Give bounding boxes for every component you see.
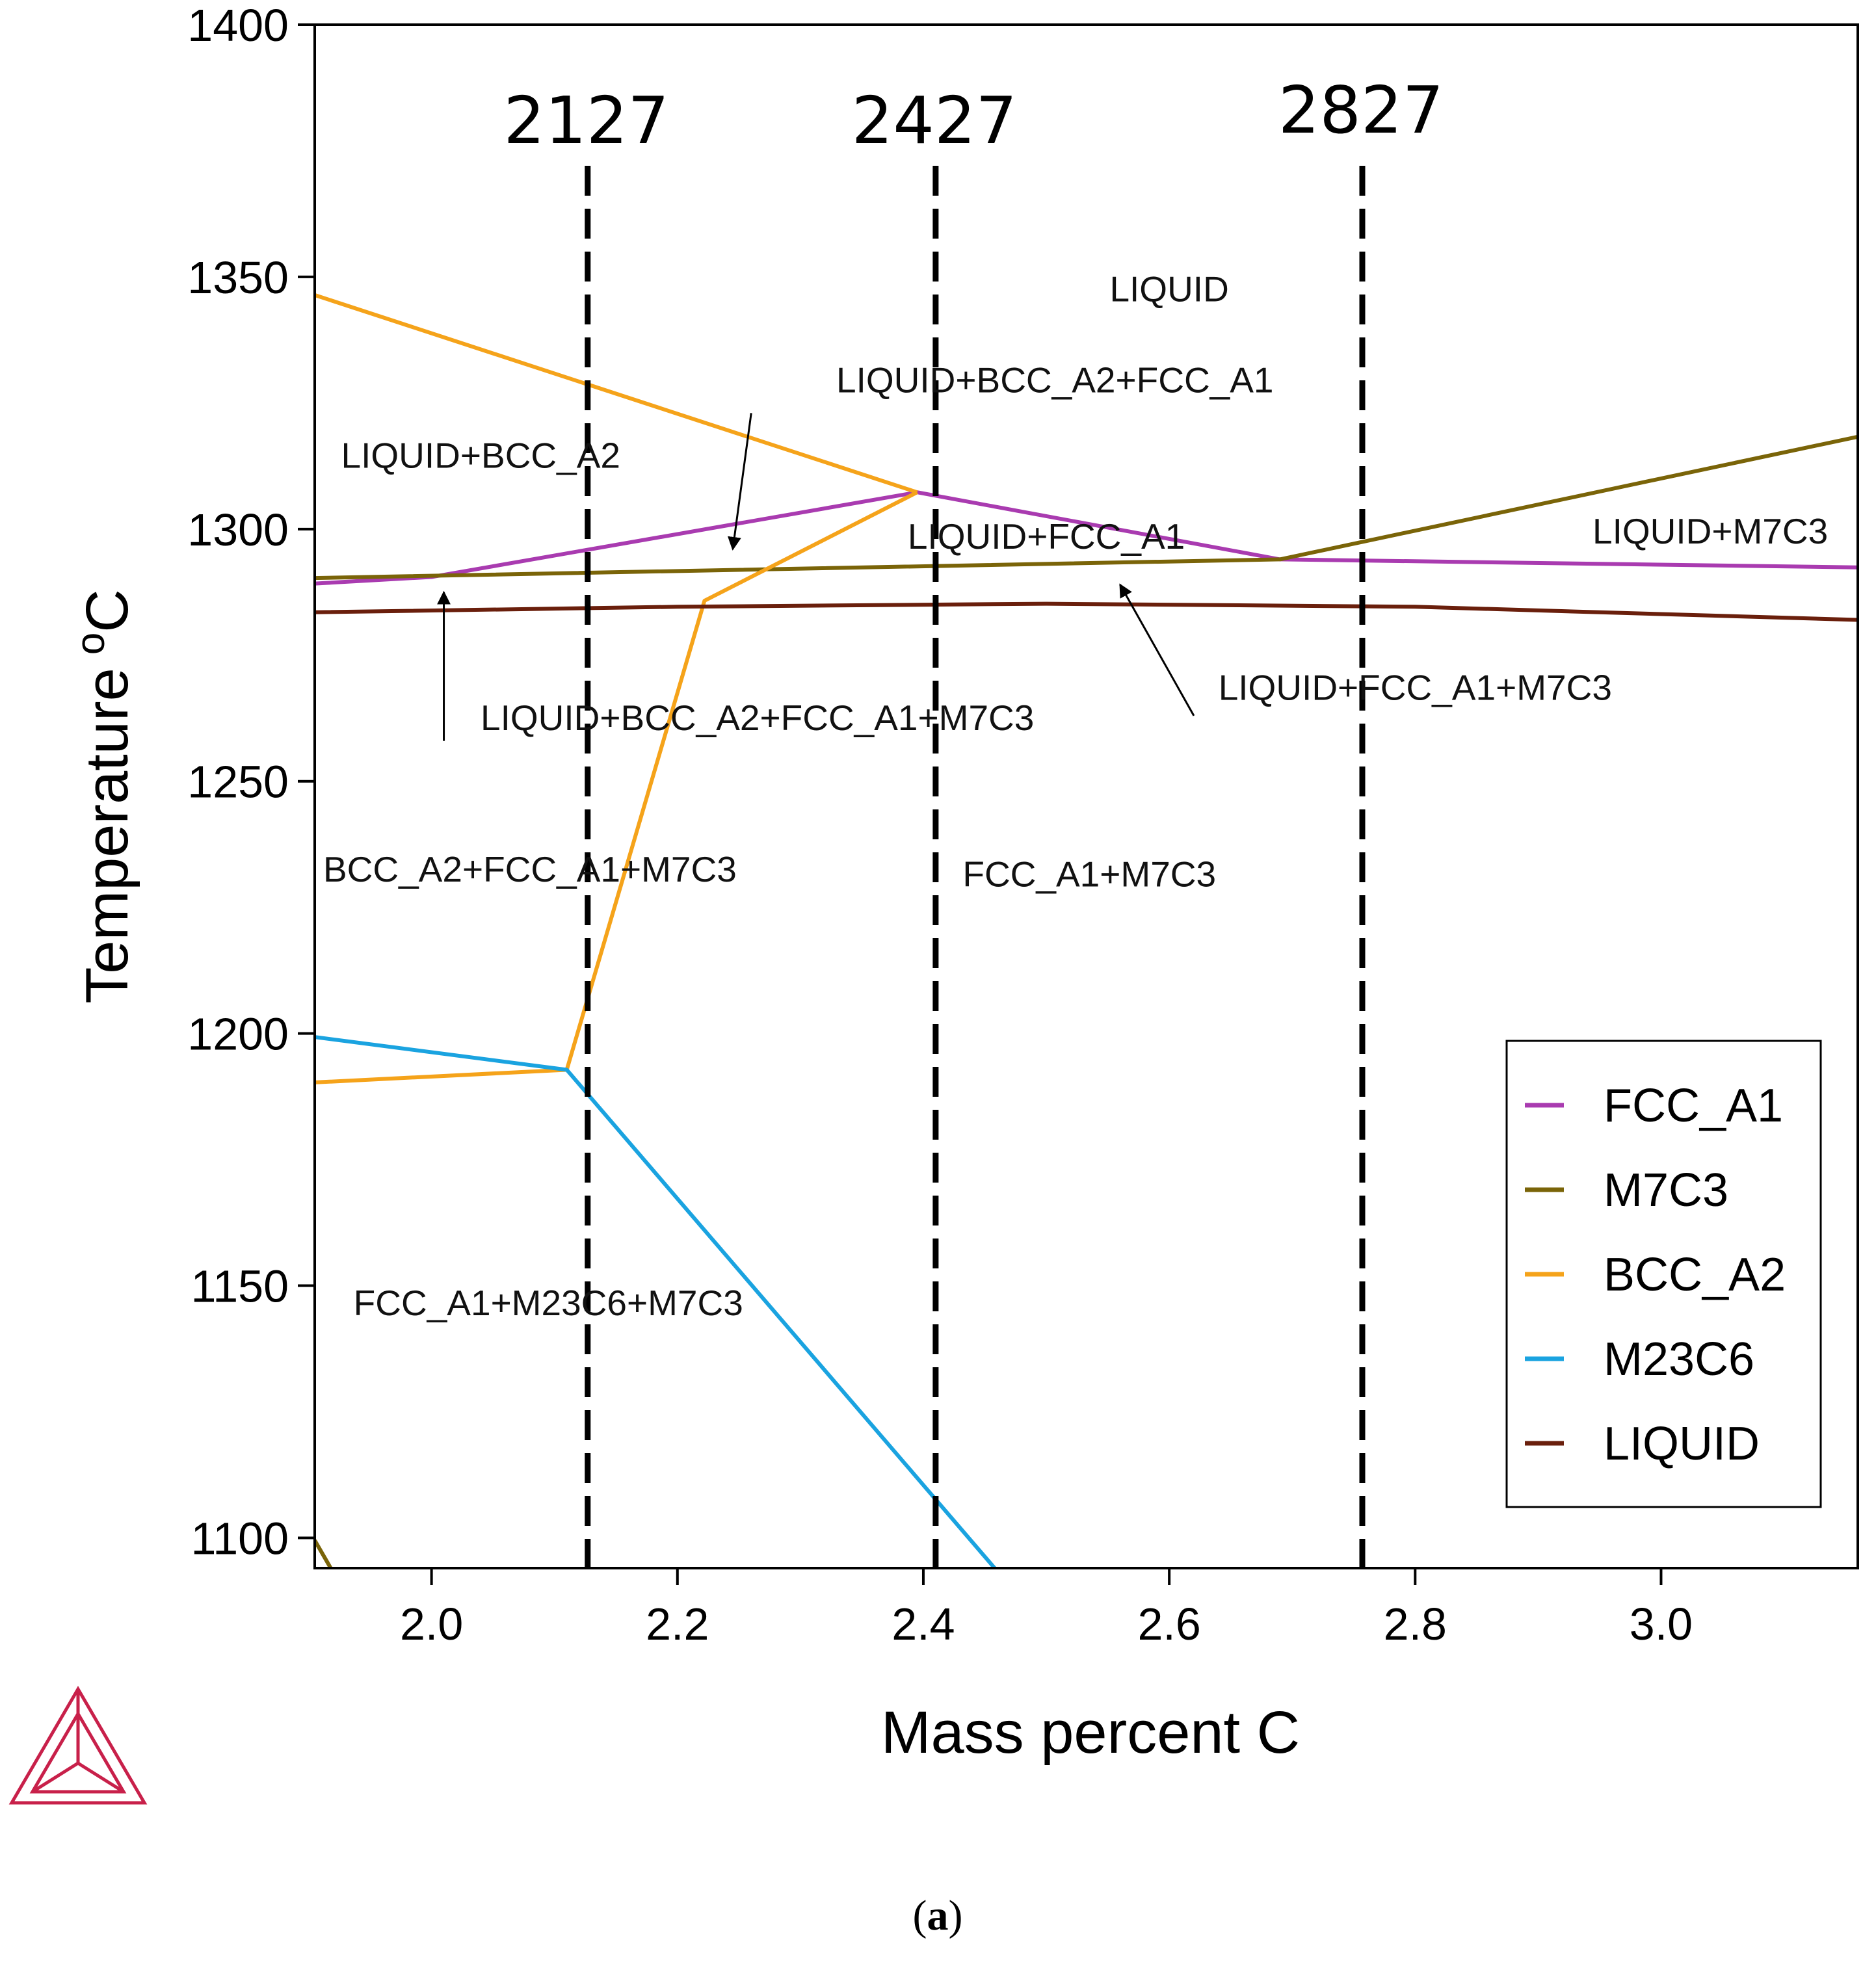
annotation-arrow [1119,583,1195,716]
y-tick-label: 1100 [191,1513,289,1564]
arrows-layer [437,413,1195,741]
y-tick-label: 1150 [191,1261,289,1312]
y-axis-unit: C [74,589,140,632]
series-line-m7c3 [315,434,1858,581]
x-tick-label: 3.0 [1630,1599,1693,1649]
x-tick-label: 2.4 [892,1599,955,1649]
logo-outer-triangle [8,1686,148,1805]
legend-label: M23C6 [1604,1333,1754,1385]
series-line-m7c3 [315,1539,333,1568]
y-axis: 1100 1150 1200 1250 1300 1350 1400 [187,0,315,1564]
y-axis-unit-sup: o [68,633,113,655]
legend-label: M7C3 [1604,1164,1728,1216]
legend-label: FCC_A1 [1604,1080,1783,1132]
region-label: LIQUID+FCC_A1 [908,516,1185,557]
y-tick-label: 1350 [187,252,289,303]
region-label: FCC_A1+M7C3 [962,854,1216,895]
region-label: LIQUID [1109,269,1228,309]
y-axis-title-text: Temperature [74,668,140,1003]
series-line-bcc_a2 [315,293,918,495]
triangle-logo [8,1686,148,1805]
legend-label: LIQUID [1604,1418,1760,1470]
x-axis: 2.0 2.2 2.4 2.6 2.8 3.0 [400,1568,1693,1649]
y-tick-label: 1250 [187,757,289,807]
caption-letter: a [927,1892,949,1939]
caption-open-paren: ( [913,1892,927,1939]
y-tick-label: 1200 [187,1009,289,1060]
x-tick-label: 2.8 [1384,1599,1447,1649]
legend: FCC_A1 M7C3 BCC_A2 M23C6 LIQUID [1505,1040,1822,1508]
x-tick-label: 2.6 [1137,1599,1200,1649]
region-label: BCC_A2+FCC_A1+M7C3 [323,849,737,889]
logo-spoke [31,1761,79,1794]
region-label: LIQUID+BCC_A2 [341,436,620,476]
vertical-line-label: 2827 [1278,72,1444,148]
plot-frame [313,23,1859,1569]
vertical-line-label: 2427 [852,83,1018,159]
vertical-line-label: 2127 [504,83,670,159]
series-line-liquid [315,601,1858,622]
region-labels-layer: LIQUID LIQUID+BCC_A2+FCC_A1 LIQUID+BCC_A2 L… [323,269,1828,1323]
series-line-bcc_a2 [564,490,918,1071]
caption-close-paren: ) [949,1892,963,1939]
series-line-m23c6 [315,1035,996,1568]
logo-inner-triangle [29,1710,127,1794]
series-layer [315,293,1858,1568]
region-label: LIQUID+BCC_A2+FCC_A1+M7C3 [481,698,1034,738]
logo-spoke [77,1761,125,1794]
y-axis-title: Temperature oC [68,589,140,1003]
region-label: LIQUID+BCC_A2+FCC_A1 [836,360,1274,400]
annotation-arrow [728,413,752,551]
region-label: FCC_A1+M23C6+M7C3 [354,1283,743,1323]
x-tick-label: 2.0 [400,1599,463,1649]
region-label: LIQUID+M7C3 [1592,511,1828,551]
series-line-bcc_a2 [315,1068,567,1084]
x-tick-label: 2.2 [646,1599,709,1649]
legend-label: BCC_A2 [1604,1249,1786,1301]
y-tick-label: 1400 [187,0,289,51]
x-axis-title: Mass percent C [881,1699,1300,1766]
region-label: LIQUID+FCC_A1+M7C3 [1219,668,1612,708]
figure-caption: (a) [913,1892,963,1939]
vertical-lines-layer: 2127 2427 2827 [504,72,1444,1568]
y-tick-label: 1300 [187,505,289,555]
